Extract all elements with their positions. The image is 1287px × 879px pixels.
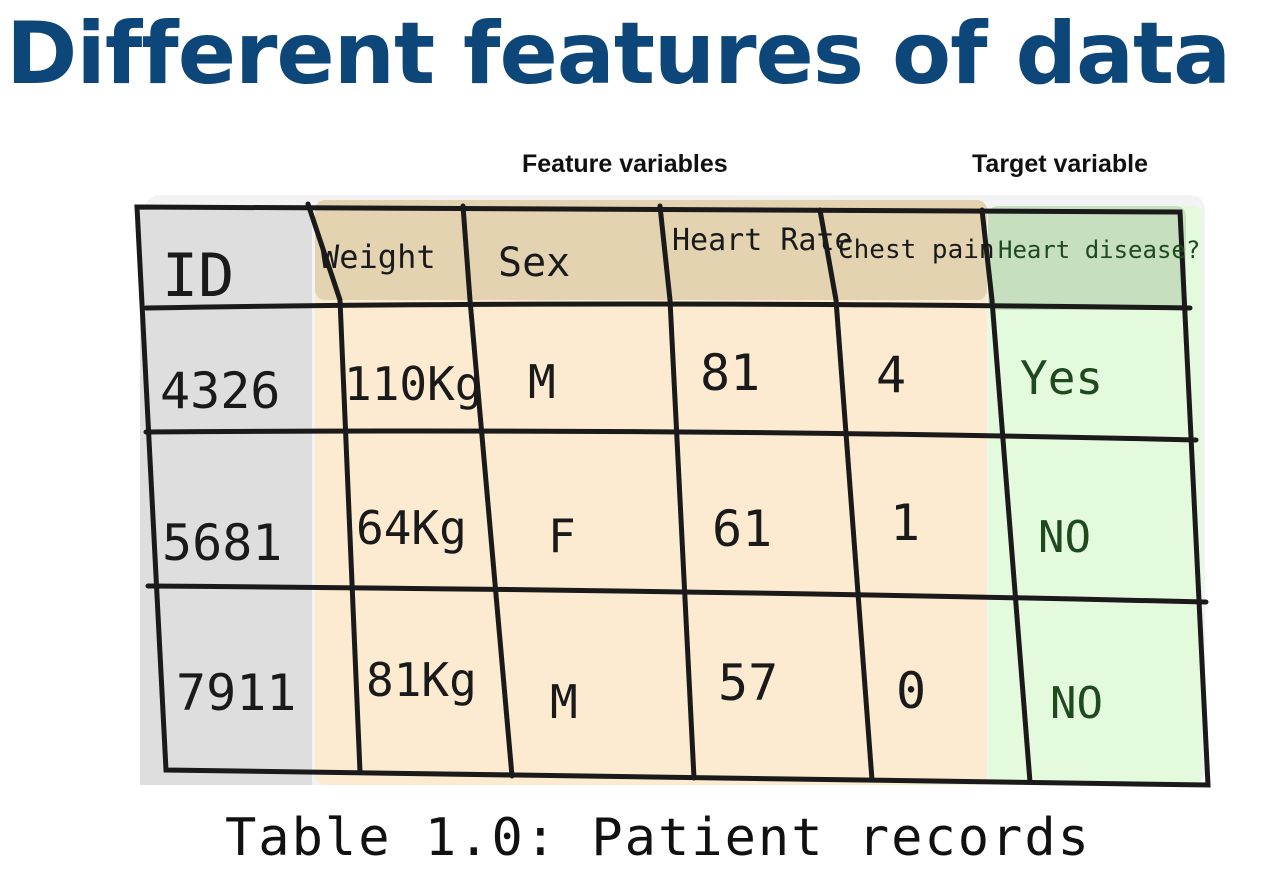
- feature-header-fill: [315, 200, 987, 300]
- grid-line-v1: [305, 201, 363, 775]
- header-chest-pain: Chest pain: [838, 235, 995, 265]
- cell-heart-rate: 57: [718, 654, 778, 712]
- cell-heart-rate: 61: [712, 500, 772, 558]
- cell-chest-pain: 4: [876, 346, 906, 404]
- column-fills: [140, 200, 1202, 785]
- header-weight: Weight: [320, 238, 436, 276]
- grid-line-v4: [817, 207, 875, 783]
- cell-id: 4326: [160, 362, 280, 420]
- page-title: Different features of data: [6, 4, 1231, 104]
- cell-sex: M: [528, 355, 556, 409]
- cell-heart-disease: NO: [1050, 678, 1103, 729]
- header-id: ID: [162, 241, 234, 311]
- target-header-fill: [988, 206, 1186, 310]
- cell-id: 7911: [176, 664, 296, 722]
- cell-weight: 110Kg: [344, 357, 482, 411]
- header-sex: Sex: [498, 240, 570, 286]
- grid-line-v2: [460, 203, 515, 779]
- table-border: [134, 204, 1211, 788]
- header-row: ID Weight Sex Heart Rate Chest pain Hear…: [162, 223, 1200, 311]
- cell-sex: M: [550, 675, 578, 729]
- cell-id: 5681: [162, 514, 282, 572]
- grid-line-v5: [979, 207, 1033, 785]
- target-column-fill: [988, 206, 1202, 784]
- cell-weight: 64Kg: [356, 501, 467, 555]
- header-heart-rate: Heart Rate: [672, 223, 853, 258]
- cell-chest-pain: 0: [896, 662, 926, 720]
- table-grid: [134, 201, 1211, 788]
- cell-heart-disease: Yes: [1020, 351, 1103, 405]
- header-heart-disease: Heart disease?: [998, 236, 1200, 264]
- grid-line-v3: [657, 203, 697, 781]
- grid-line-h2: [143, 428, 1199, 443]
- feature-columns-fill: [315, 200, 987, 785]
- cell-sex: F: [548, 509, 576, 563]
- cell-heart-rate: 81: [700, 344, 760, 402]
- feature-variables-label: Feature variables: [522, 150, 728, 178]
- table-caption: Table 1.0: Patient records: [225, 808, 1091, 868]
- table-row: 4326 110Kg M 81 4 Yes: [160, 344, 1103, 420]
- cell-chest-pain: 1: [890, 494, 920, 552]
- id-column-fill: [140, 205, 312, 785]
- grid-line-h3: [145, 583, 1209, 605]
- table-row: 5681 64Kg F 61 1 NO: [162, 494, 1091, 572]
- table-row: 7911 81Kg M 57 0 NO: [176, 653, 1103, 729]
- cell-heart-disease: NO: [1038, 512, 1091, 563]
- grid-line-h1: [143, 301, 1193, 311]
- target-variable-label: Target variable: [972, 150, 1149, 178]
- cell-weight: 81Kg: [366, 653, 477, 707]
